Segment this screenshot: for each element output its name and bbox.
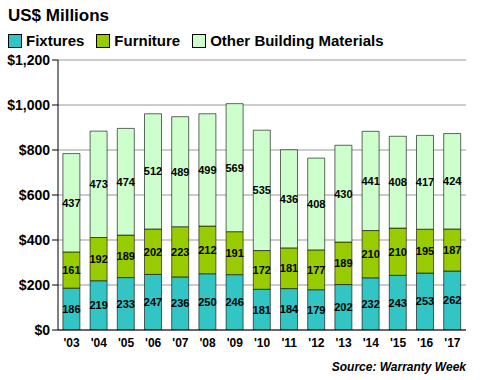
svg-text:$200: $200	[19, 277, 50, 293]
svg-text:'10: '10	[254, 336, 271, 350]
svg-text:177: 177	[307, 264, 325, 276]
svg-text:250: 250	[198, 296, 216, 308]
svg-text:437: 437	[62, 197, 80, 209]
html-text:US$ Millions: US$ Millions	[8, 6, 110, 25]
svg-text:'17: '17	[444, 336, 461, 350]
svg-text:246: 246	[225, 296, 243, 308]
svg-text:474: 474	[117, 176, 136, 188]
svg-text:212: 212	[198, 244, 216, 256]
svg-text:'15: '15	[390, 336, 407, 350]
svg-text:512: 512	[144, 165, 162, 177]
svg-text:408: 408	[389, 176, 407, 188]
svg-text:172: 172	[253, 264, 271, 276]
svg-text:'16: '16	[417, 336, 434, 350]
svg-text:$0: $0	[34, 322, 50, 338]
svg-text:$600: $600	[19, 187, 50, 203]
svg-text:$1,200: $1,200	[8, 52, 50, 68]
svg-text:535: 535	[253, 184, 271, 196]
html-text:Furniture: Furniture	[114, 32, 181, 49]
svg-text:417: 417	[416, 176, 434, 188]
svg-text:202: 202	[144, 246, 162, 258]
svg-text:243: 243	[389, 297, 407, 309]
svg-text:236: 236	[171, 297, 189, 309]
svg-text:262: 262	[443, 294, 461, 306]
svg-text:'03: '03	[63, 336, 80, 350]
svg-text:195: 195	[416, 245, 434, 257]
svg-text:441: 441	[361, 175, 379, 187]
svg-text:192: 192	[89, 253, 107, 265]
svg-text:161: 161	[62, 264, 80, 276]
svg-text:$400: $400	[19, 232, 50, 248]
svg-text:219: 219	[89, 299, 107, 311]
svg-text:191: 191	[225, 247, 243, 259]
svg-text:181: 181	[280, 262, 298, 274]
svg-text:253: 253	[416, 295, 434, 307]
svg-text:'11: '11	[281, 336, 297, 350]
svg-text:499: 499	[198, 164, 216, 176]
svg-text:210: 210	[389, 246, 407, 258]
svg-text:'09: '09	[227, 336, 244, 350]
svg-text:186: 186	[62, 303, 80, 315]
svg-text:247: 247	[144, 296, 162, 308]
svg-text:'08: '08	[199, 336, 216, 350]
svg-text:232: 232	[361, 298, 379, 310]
svg-text:424: 424	[443, 175, 462, 187]
svg-text:'07: '07	[172, 336, 189, 350]
html-text:Other Building Materials: Other Building Materials	[210, 32, 384, 49]
svg-text:'14: '14	[363, 336, 380, 350]
svg-text:$800: $800	[19, 142, 50, 158]
svg-text:'05: '05	[118, 336, 135, 350]
svg-text:210: 210	[361, 248, 379, 260]
svg-text:'04: '04	[91, 336, 108, 350]
svg-text:569: 569	[225, 162, 243, 174]
svg-text:430: 430	[334, 188, 352, 200]
html-text:Fixtures: Fixtures	[26, 32, 85, 49]
svg-text:'06: '06	[145, 336, 162, 350]
svg-text:'13: '13	[335, 336, 352, 350]
svg-text:184: 184	[280, 303, 299, 315]
svg-text:489: 489	[171, 166, 189, 178]
svg-text:'12: '12	[308, 336, 325, 350]
svg-text:181: 181	[253, 304, 271, 316]
svg-text:189: 189	[117, 250, 135, 262]
svg-text:233: 233	[117, 298, 135, 310]
svg-text:187: 187	[443, 244, 461, 256]
html-text:Source: Warranty Week: Source: Warranty Week	[331, 360, 466, 374]
svg-text:408: 408	[307, 198, 325, 210]
svg-text:$1,000: $1,000	[8, 97, 50, 113]
svg-text:436: 436	[280, 193, 298, 205]
svg-text:223: 223	[171, 246, 189, 258]
svg-text:473: 473	[89, 178, 107, 190]
svg-text:202: 202	[334, 301, 352, 313]
svg-text:189: 189	[334, 257, 352, 269]
svg-text:179: 179	[307, 304, 325, 316]
